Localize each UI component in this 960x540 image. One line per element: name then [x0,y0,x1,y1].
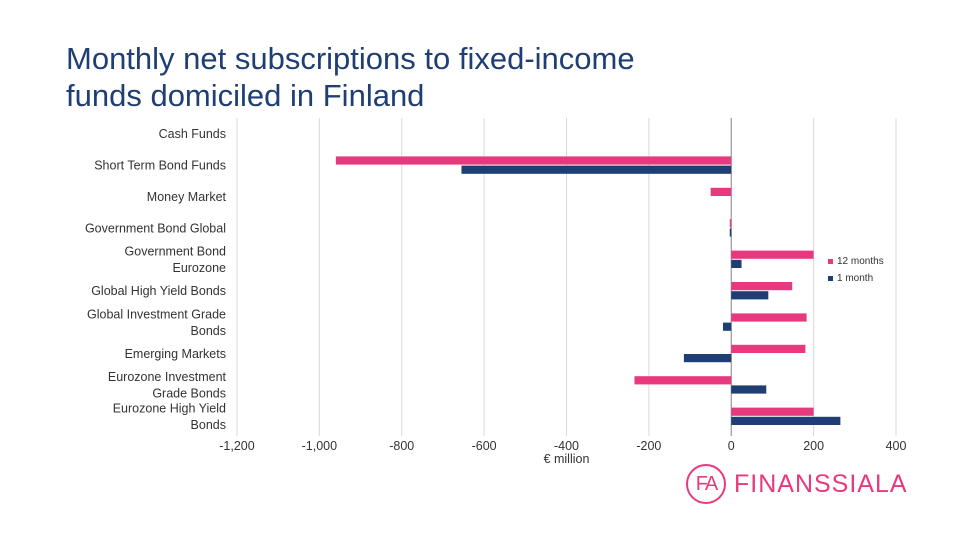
bar-1-month [731,291,769,300]
logo-text: FINANSSIALA [734,469,908,498]
x-tick-label: -600 [472,439,497,453]
category-label: Eurozone [172,261,226,275]
bar-1-month [731,416,841,425]
logo-mark: FA [686,464,726,504]
legend-label: 1 month [837,273,873,284]
category-label: Grade Bonds [152,387,226,401]
category-label: Emerging Markets [125,347,226,361]
x-tick-label: -400 [554,439,579,453]
category-label: Global Investment Grade [87,307,226,321]
x-tick-label: -200 [636,439,661,453]
title-line-2: funds domiciled in Finland [66,78,425,113]
bar-1-month [731,385,767,394]
category-label: Bonds [191,324,226,338]
chart-title: Monthly net subscriptions to fixed-incom… [66,40,826,114]
legend-swatch [828,259,833,264]
x-tick-label: 0 [728,439,735,453]
finanssiala-logo: FA FINANSSIALA [686,461,908,507]
x-axis-title: € million [544,452,590,466]
bar-1-month [461,165,732,174]
category-label: Cash Funds [159,127,226,141]
bar-12-months [731,313,807,322]
category-label: Global High Yield Bonds [91,284,226,298]
bar-12-months [731,344,806,353]
bar-12-months [729,219,732,228]
bar-12-months [731,407,814,416]
x-tick-label: 400 [886,439,907,453]
category-label: Government Bond Global [85,221,226,235]
category-label: Eurozone High Yield [113,402,226,416]
category-label: Eurozone Investment [108,370,227,384]
legend-label: 12 months [837,256,884,267]
x-tick-label: -800 [389,439,414,453]
x-tick-label: -1,000 [302,439,337,453]
category-label: Short Term Bond Funds [94,159,226,173]
bar-1-month [723,322,732,331]
bar-1-month [683,354,732,363]
x-tick-label: 200 [803,439,824,453]
bar-12-months [731,282,793,291]
category-label: Bonds [191,418,226,432]
bar-12-months [710,187,732,196]
category-label: Government Bond [125,245,226,259]
category-label: Money Market [147,190,227,204]
x-tick-label: -1,200 [219,439,254,453]
title-line-1: Monthly net subscriptions to fixed-incom… [66,41,635,76]
bar-12-months [731,250,814,259]
bar-12-months [634,376,732,385]
bar-1-month [731,259,742,268]
bar-12-months [335,156,732,165]
bar-1-month [729,228,732,237]
legend-swatch [828,276,833,281]
